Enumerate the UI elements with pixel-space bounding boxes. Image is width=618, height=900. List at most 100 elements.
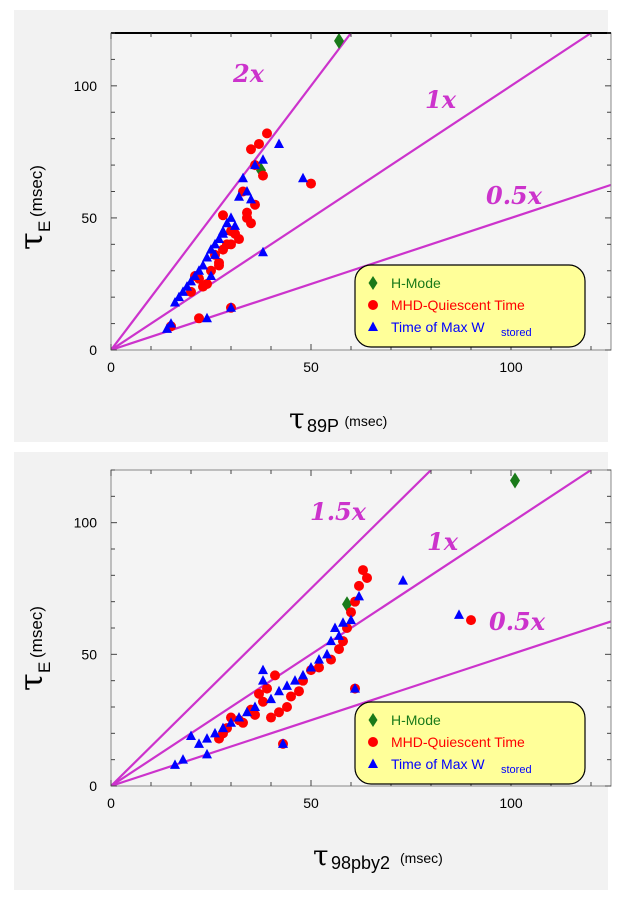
data-point-triangle: [202, 312, 212, 323]
data-point-triangle: [202, 733, 212, 743]
data-point-circle: [258, 696, 268, 707]
legend: H-Mode MHD-Quiescent Time Time of Max W sto…: [354, 701, 586, 785]
legend-diamond-icon: [368, 713, 378, 727]
data-point-triangle: [186, 275, 196, 286]
x-axis-label: τ 89P (msec): [289, 402, 387, 436]
data-point-triangle: [274, 138, 284, 148]
data-point-triangle: [226, 212, 236, 222]
data-point-triangle: [170, 296, 180, 307]
y-tick-label: 0: [89, 342, 97, 358]
data-point-circle: [314, 662, 324, 673]
x-tick-label: 100: [499, 359, 523, 375]
data-point-circle: [270, 670, 280, 681]
data-point-circle: [266, 712, 276, 723]
data-point-circle: [254, 688, 264, 699]
data-point-triangle: [234, 191, 244, 201]
legend-box: [354, 701, 586, 785]
legend-label: MHD-Quiescent Time: [391, 297, 525, 313]
data-point-triangle: [182, 281, 192, 291]
data-point-circle: [306, 178, 316, 189]
data-point-circle: [194, 313, 204, 324]
data-point-triangle: [298, 172, 308, 183]
plot-content: [111, 33, 611, 350]
data-point-circle: [334, 644, 344, 655]
legend-label: Time of Max W: [391, 756, 485, 772]
legend-circle-icon: [368, 737, 378, 747]
data-point-circle: [242, 212, 252, 223]
legend-label-subscript: stored: [501, 327, 532, 339]
reference-line-0.5x: [111, 620, 611, 786]
data-point-circle: [262, 683, 272, 694]
data-point-triangle: [210, 727, 220, 738]
data-point-triangle: [322, 648, 332, 659]
data-point-triangle: [290, 675, 300, 685]
data-point-triangle: [162, 323, 172, 333]
data-point-triangle: [350, 683, 360, 693]
y-axis-symbol: τ: [12, 232, 50, 250]
data-point-triangle: [178, 286, 188, 296]
data-point-triangle: [246, 193, 256, 204]
data-point-circle: [274, 707, 284, 718]
x-axis-symbol: τ: [289, 402, 305, 435]
data-point-circle: [230, 228, 240, 239]
x-axis-subscript: 89P: [307, 416, 339, 436]
legend-label: H-Mode: [391, 275, 441, 291]
data-point-triangle: [250, 701, 260, 711]
y-tick-label: 50: [81, 210, 97, 226]
data-point-triangle: [282, 680, 292, 690]
data-point-circle: [282, 702, 292, 712]
data-point-triangle: [234, 712, 244, 722]
legend: H-Mode MHD-Quiescent Time Time of Max W sto…: [354, 264, 586, 348]
y-tick-label: 100: [74, 515, 98, 531]
data-point-triangle: [354, 590, 364, 601]
data-point-diamond: [334, 33, 344, 49]
data-point-circle: [254, 138, 264, 149]
data-point-triangle: [326, 635, 336, 646]
x-axis-label: τ 98pby2 (msec): [313, 839, 443, 873]
data-point-triangle: [298, 669, 308, 680]
data-point-circle: [346, 607, 356, 618]
data-point-triangle: [258, 664, 268, 675]
y-axis-label: τE (msec): [12, 165, 54, 250]
data-point-triangle: [258, 675, 268, 685]
data-point-triangle: [194, 738, 204, 748]
data-point-triangle: [330, 622, 340, 632]
data-point-triangle: [210, 238, 220, 249]
y-axis-subscript: E: [35, 662, 54, 673]
data-point-triangle: [250, 159, 260, 170]
legend-triangle-icon: [368, 758, 378, 768]
data-point-triangle: [222, 217, 232, 228]
data-point-circle: [362, 572, 372, 583]
data-point-circle: [286, 691, 296, 702]
data-point-circle: [466, 615, 476, 626]
reference-line-2x: [111, 33, 352, 350]
data-point-triangle: [306, 662, 316, 672]
y-axis-unit: (msec): [27, 606, 46, 658]
data-point-triangle: [334, 630, 344, 640]
x-tick-label: 50: [303, 795, 319, 811]
series-3: [162, 138, 308, 333]
data-point-triangle: [170, 759, 180, 769]
legend-diamond-icon: [368, 276, 378, 290]
series-3: [170, 575, 464, 769]
data-point-circle: [222, 239, 232, 250]
data-point-triangle: [202, 252, 212, 262]
data-point-triangle: [258, 154, 268, 164]
legend-label: Time of Max W: [391, 319, 485, 335]
data-point-circle: [218, 210, 228, 221]
data-point-circle: [258, 170, 268, 181]
y-axis-unit: (msec): [27, 165, 46, 217]
legend-triangle-icon: [368, 321, 378, 331]
data-point-triangle: [206, 244, 216, 254]
data-point-triangle: [218, 722, 228, 733]
ratio-label-0.5x: 0.5x: [486, 181, 543, 210]
data-point-triangle: [454, 609, 464, 619]
data-point-circle: [262, 128, 272, 139]
data-point-triangle: [186, 730, 196, 740]
y-tick-label: 100: [74, 78, 98, 94]
data-point-triangle: [278, 738, 288, 748]
y-axis-label: τE (msec): [12, 606, 54, 691]
data-point-triangle: [238, 172, 248, 183]
